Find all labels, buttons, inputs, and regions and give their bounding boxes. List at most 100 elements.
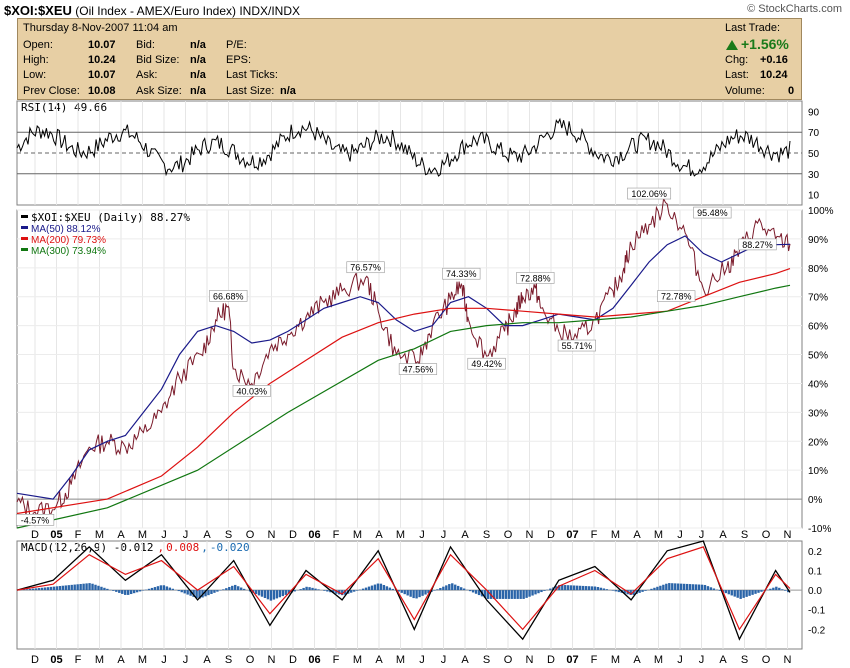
macd-histogram-bar	[662, 584, 665, 591]
x-axis-label: S	[483, 654, 490, 666]
annotation-box	[657, 290, 696, 302]
chg-label: Chg:	[725, 54, 749, 66]
x-axis-label: F	[75, 654, 82, 666]
macd-histogram-bar	[567, 585, 570, 591]
macd-histogram-bar	[430, 590, 433, 592]
legend-entry: $XOI:$XEU (Daily) 88.27%	[31, 211, 190, 224]
x-axis-label: S	[225, 654, 232, 666]
chg-value: +0.16	[760, 54, 788, 66]
rsi-legend: RSI(14) 49.66	[21, 101, 107, 114]
macd-histogram-bar	[302, 587, 305, 591]
x-axis-label: D	[547, 654, 555, 666]
macd-panel	[16, 540, 803, 650]
x-axis-label: A	[117, 654, 125, 666]
macd-histogram-bar	[540, 590, 543, 593]
macd-histogram-bar	[754, 590, 757, 594]
macd-histogram-bar	[495, 590, 499, 599]
macd-histogram-bar	[706, 586, 710, 591]
macd-histogram-bar	[314, 588, 317, 591]
x-axis-label: F	[591, 529, 598, 541]
x-axis-label: O	[246, 529, 255, 541]
x-axis-label: O	[504, 654, 513, 666]
volume-label: Volume:	[725, 85, 765, 97]
x-axis-label: O	[504, 529, 513, 541]
macd-histogram-bar	[590, 586, 594, 591]
macd-histogram-bar	[82, 583, 85, 591]
macd-histogram-bar	[668, 583, 671, 591]
macd-histogram-bar	[165, 586, 169, 591]
x-axis-label: M	[396, 654, 405, 666]
macd-histogram-bar	[195, 590, 198, 599]
x-axis-label: M	[654, 529, 663, 541]
annotation-box	[232, 385, 271, 397]
macd-histogram-bar	[189, 590, 192, 596]
annotation-label: 49.42%	[471, 359, 502, 369]
macd-histogram-bar	[118, 590, 121, 593]
high-label: High:	[23, 54, 49, 66]
rsi-tick-label: 10	[808, 191, 820, 202]
annotation-box	[15, 514, 55, 526]
macd-histogram-bar	[620, 590, 623, 593]
macd-histogram-bar	[448, 584, 451, 591]
macd-histogram-bar	[641, 590, 644, 592]
macd-histogram-bar	[251, 590, 255, 593]
x-axis-label: F	[333, 529, 340, 541]
price-panel	[16, 209, 803, 529]
macd-histogram-bar	[272, 590, 276, 600]
macd-histogram-bar	[150, 587, 154, 591]
macd-histogram-bar	[138, 590, 142, 592]
macd-histogram-bar	[602, 588, 606, 591]
macd-histogram-bar	[581, 585, 585, 591]
symbol: $XOI:$XEU	[4, 3, 72, 18]
macd-histogram-bar	[677, 583, 680, 591]
price-tick-label: 20%	[808, 437, 828, 448]
macd-histogram-bar	[632, 590, 635, 595]
low-label: Low:	[23, 69, 47, 81]
macd-histogram-bar	[373, 584, 377, 591]
symbol-description: (Oil Index - AMEX/Euro Index)	[75, 4, 236, 18]
macd-histogram-bar	[180, 590, 183, 593]
x-axis-label: S	[741, 654, 748, 666]
x-axis-label: 07	[566, 654, 578, 666]
macd-histogram-bar	[454, 584, 457, 591]
macd-histogram-bar	[697, 584, 701, 591]
macd-histogram-bar	[572, 585, 576, 591]
macd-histogram-bar	[311, 587, 314, 591]
annotation-label: 102.06%	[631, 189, 667, 199]
x-axis-label: N	[526, 654, 534, 666]
ask-size-value: n/a	[190, 85, 206, 97]
x-axis-label: J	[183, 529, 189, 541]
legend-swatch	[21, 248, 28, 251]
macd-line	[16, 540, 791, 641]
x-axis-label: A	[633, 654, 641, 666]
annotation-box	[738, 238, 777, 251]
macd-histogram-bar	[147, 588, 151, 591]
quote-panel: Thursday 8-Nov-2007 11:04 am Open: 10.07…	[17, 18, 802, 100]
macd-histogram-bar	[234, 584, 237, 591]
x-axis-label: A	[203, 529, 211, 541]
macd-histogram-bar	[709, 587, 713, 591]
macd-histogram-bar	[293, 590, 296, 592]
macd-histogram-bar	[659, 585, 662, 591]
macd-histogram-bar	[483, 590, 487, 598]
macd-histogram-bar	[730, 590, 733, 596]
quote-date: Thursday 8-Nov-2007 11:04 am	[23, 22, 178, 34]
x-axis-label: O	[762, 654, 771, 666]
macd-histogram-bar	[266, 590, 270, 600]
macd-histogram-bar	[52, 586, 56, 591]
x-axis-label: J	[161, 529, 167, 541]
annotation-label: 66.68%	[213, 291, 244, 301]
macd-histogram-bar	[349, 590, 353, 593]
bid-value: n/a	[190, 39, 206, 51]
macd-histogram-bar	[385, 586, 389, 591]
macd-histogram-bar	[106, 588, 109, 591]
macd-histogram-bar	[522, 590, 525, 599]
macd-histogram-bar	[400, 590, 403, 593]
macd-histogram-bar	[724, 590, 727, 594]
macd-histogram-bar	[537, 590, 540, 594]
macd-histogram-bar	[364, 587, 368, 591]
macd-histogram-bar	[335, 590, 338, 594]
macd-histogram-bar	[519, 590, 522, 599]
macd-histogram-bar	[281, 590, 285, 597]
macd-histogram-bar	[201, 590, 204, 598]
